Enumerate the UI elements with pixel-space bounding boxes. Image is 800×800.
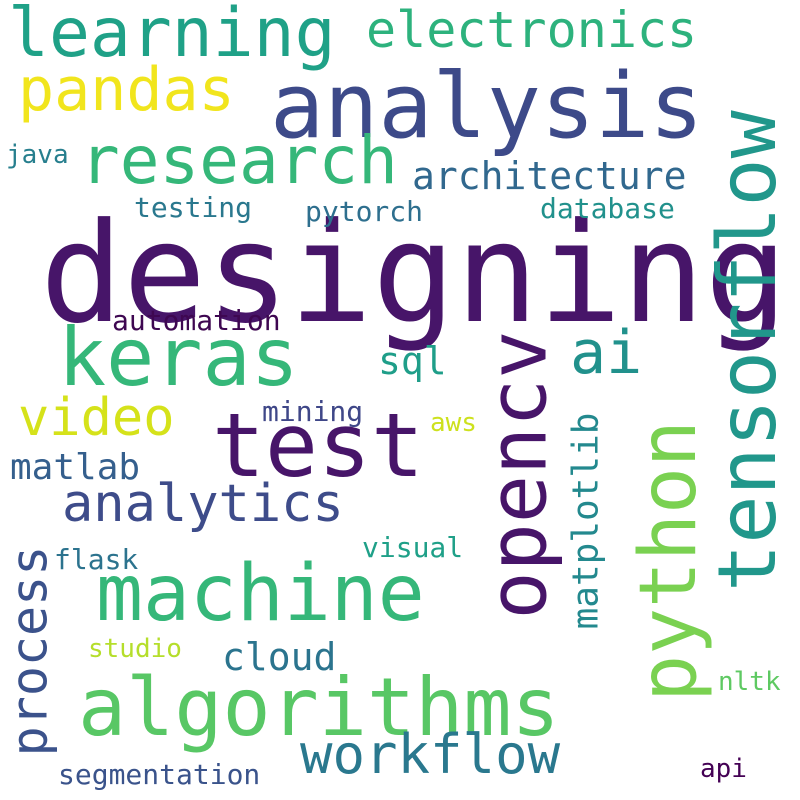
word-research: research — [80, 122, 398, 199]
word-architecture: architecture — [412, 154, 687, 198]
word-java: java — [6, 140, 69, 170]
word-api: api — [700, 754, 747, 784]
word-test: test — [212, 394, 424, 497]
word-pytorch: pytorch — [305, 195, 424, 228]
word-segmentation: segmentation — [58, 758, 261, 791]
word-testing: testing — [134, 191, 253, 224]
word-nltk: nltk — [718, 667, 781, 697]
word-opencv: opencv — [470, 330, 564, 619]
word-machine: machine — [96, 549, 425, 639]
word-analysis: analysis — [270, 54, 704, 159]
word-python: python — [623, 420, 714, 702]
word-mining: mining — [262, 395, 364, 428]
word-keras: keras — [58, 311, 299, 404]
word-designing: designing — [40, 193, 788, 354]
word-sql: sql — [378, 339, 447, 383]
word-algorithms: algorithms — [78, 661, 560, 754]
word-analytics: analytics — [62, 474, 344, 534]
word-pandas: pandas — [18, 55, 235, 125]
word-electronics: electronics — [366, 1, 698, 59]
word-visual: visual — [362, 531, 464, 564]
word-aws: aws — [430, 408, 477, 438]
word-studio: studio — [88, 634, 182, 664]
word-database: database — [540, 192, 675, 225]
word-matplotlib: matplotlib — [564, 412, 606, 629]
word-ai: ai — [570, 318, 643, 388]
word-automation: automation — [112, 304, 281, 337]
word-matlab: matlab — [10, 447, 141, 488]
word-tensorflow: tensorflow — [700, 110, 794, 592]
word-cloud-term: cloud — [222, 635, 337, 679]
word-learning: learning — [8, 0, 336, 73]
word-flask: flask — [54, 543, 139, 576]
word-video: video — [18, 388, 175, 448]
word-process: process — [0, 545, 58, 756]
word-workflow: workflow — [300, 723, 561, 786]
